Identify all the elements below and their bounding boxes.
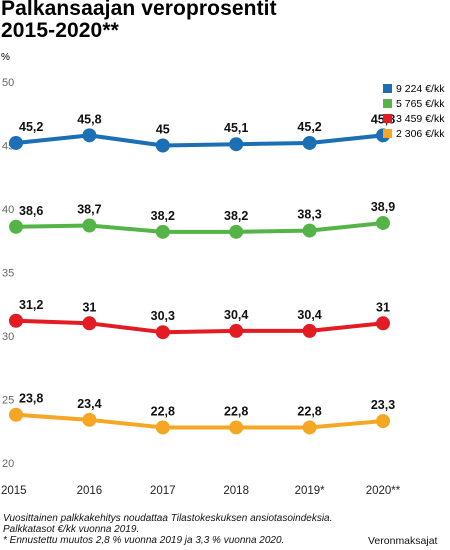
data-point: [302, 420, 317, 435]
data-point: [82, 128, 97, 143]
data-label: 45,8: [77, 112, 101, 126]
data-point: [302, 135, 317, 150]
legend-item-2: 3 459 €/kk: [383, 111, 444, 126]
data-point: [155, 420, 170, 435]
data-point: [229, 224, 244, 239]
data-point: [302, 323, 317, 338]
y-tick-label-20: 20: [2, 458, 14, 470]
data-point: [376, 414, 390, 429]
legend-swatch: [383, 99, 392, 108]
data-label: 23,4: [77, 397, 101, 411]
y-tick-label-50: 50: [2, 77, 14, 89]
data-point: [9, 135, 23, 150]
data-label: 31: [376, 300, 390, 314]
data-label: 45,1: [224, 121, 248, 135]
y-unit-label: %: [1, 52, 10, 63]
data-label: 22,8: [297, 404, 321, 418]
data-label: 31: [82, 300, 96, 314]
data-point: [9, 407, 23, 422]
data-label: 38,7: [77, 203, 101, 217]
chart-title: Palkansaajan veroprosentit 2015-2020**: [1, 0, 277, 42]
data-point: [302, 223, 317, 238]
data-label: 23,3: [371, 398, 395, 412]
legend-label: 2 306 €/kk: [396, 127, 445, 140]
data-point: [9, 313, 23, 328]
x-tick-label-2020: 2020**: [366, 485, 401, 497]
data-point: [229, 323, 244, 338]
data-label: 22,8: [224, 404, 248, 418]
data-label: 38,9: [371, 200, 395, 214]
series-line-3: [14, 412, 385, 430]
legend-label: 3 459 €/kk: [396, 112, 445, 125]
data-point: [229, 137, 244, 152]
data-label: 31,2: [19, 298, 43, 312]
series-line-2: [14, 318, 385, 335]
series-line-0: [14, 133, 385, 148]
y-tick-label-40: 40: [2, 204, 14, 216]
source-label: Veronmaksajat: [368, 535, 438, 547]
legend-item-1: 5 765 €/kk: [383, 96, 444, 111]
data-label: 38,2: [151, 209, 175, 223]
footnote-3: * Ennustettu muutos 2,8 % vuonna 2019 ja…: [3, 535, 285, 546]
footnotes: Vuosittainen palkkakehitys noudattaa Til…: [3, 513, 398, 546]
x-tick-label-2019: 2019*: [295, 485, 326, 497]
data-label: 38,2: [224, 209, 248, 223]
data-point: [376, 215, 390, 230]
data-label: 38,3: [297, 208, 321, 222]
legend-label: 9 224 €/kk: [396, 82, 445, 95]
legend-item-3: 2 306 €/kk: [383, 126, 444, 141]
data-label: 22,8: [151, 404, 175, 418]
data-point: [9, 219, 23, 234]
y-tick-label-30: 30: [2, 331, 14, 343]
x-tick-label-2018: 2018: [223, 485, 249, 497]
data-point: [82, 218, 97, 233]
footnote-2: Palkkatasot €/kk vuonna 2019.: [3, 524, 140, 535]
data-label: 45: [156, 123, 170, 137]
data-label: 30,4: [224, 308, 248, 322]
data-label: 30,4: [297, 308, 321, 322]
line-chart: 50 45 40 35 30 25 20 2015 2016 2017 2018 2019* 2020*…: [1, 77, 401, 497]
series-line-1: [14, 220, 385, 234]
data-label: 23,8: [19, 392, 43, 406]
legend-swatch: [383, 114, 392, 123]
data-point: [229, 420, 244, 435]
y-tick-label-35: 35: [2, 268, 14, 280]
x-tick-label-2017: 2017: [150, 485, 176, 497]
data-point: [155, 138, 170, 153]
data-point: [82, 316, 97, 331]
x-tick-label-2015: 2015: [1, 485, 27, 497]
legend: 9 224 €/kk 5 765 €/kk 3 459 €/kk 2 306 €/kk: [383, 81, 444, 141]
data-point: [155, 325, 170, 340]
y-tick-label-25: 25: [2, 395, 14, 407]
legend-item-0: 9 224 €/kk: [383, 81, 444, 96]
x-tick-label-2016: 2016: [77, 485, 103, 497]
data-label: 45,2: [19, 120, 43, 134]
data-label: 38,6: [19, 204, 43, 218]
legend-label: 5 765 €/kk: [396, 97, 445, 110]
data-label: 45,2: [297, 120, 321, 134]
legend-swatch: [383, 129, 392, 138]
title-line-2: 2015-2020**: [1, 19, 119, 42]
data-point: [82, 412, 97, 427]
data-label: 30,3: [151, 309, 175, 323]
title-line-1: Palkansaajan veroprosentit: [1, 0, 277, 20]
data-point: [376, 316, 390, 331]
footnote-1: Vuosittainen palkkakehitys noudattaa Til…: [3, 513, 333, 524]
legend-swatch: [383, 84, 392, 93]
data-point: [155, 224, 170, 239]
